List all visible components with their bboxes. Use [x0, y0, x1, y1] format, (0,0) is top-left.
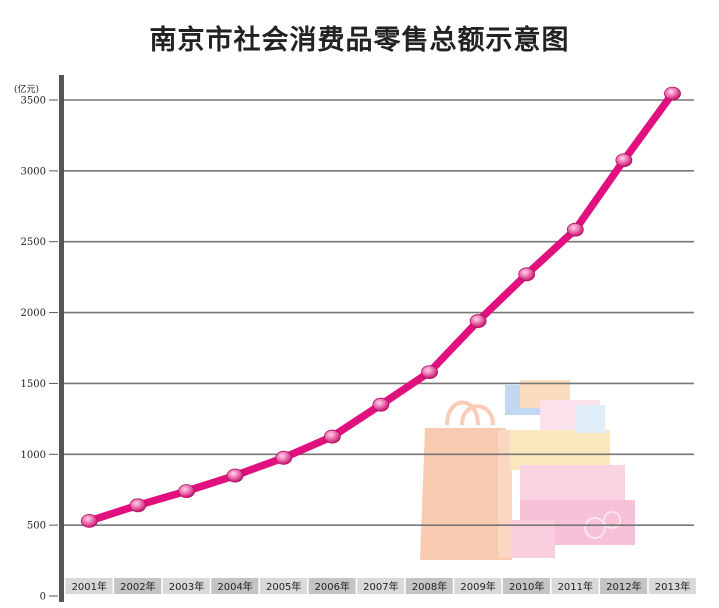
x-label-cell	[648, 578, 696, 594]
x-label-cell	[357, 578, 405, 594]
data-point-marker	[518, 267, 536, 282]
x-label-cell	[502, 578, 550, 594]
y-axis-line	[59, 75, 64, 602]
y-tick-label: 500	[27, 521, 46, 532]
y-tick-label: 2500	[21, 237, 46, 248]
data-markers	[80, 86, 681, 528]
y-tick-label: 2000	[21, 308, 46, 319]
data-point-marker	[469, 314, 487, 328]
y-tick-label: 3000	[21, 166, 46, 177]
y-tick-label: 1500	[21, 379, 46, 390]
data-point-marker	[275, 450, 293, 465]
gridlines	[64, 99, 694, 526]
x-label-cell	[405, 578, 453, 594]
x-tick-label: 2005年	[266, 580, 301, 593]
data-point-marker	[226, 468, 244, 483]
x-label-cell	[162, 578, 210, 594]
x-tick-label: 2013年	[655, 580, 690, 593]
x-tick-label: 2002年	[120, 580, 155, 593]
data-point-marker	[664, 86, 681, 101]
x-label-cell	[551, 578, 599, 594]
data-point-marker	[421, 365, 438, 379]
x-tick-label: 2008年	[412, 580, 447, 593]
x-label-cell	[65, 578, 113, 594]
data-point-marker	[323, 429, 341, 444]
x-label-cell	[114, 578, 162, 594]
y-tick-label: 3500	[21, 96, 46, 107]
data-point-marker	[129, 498, 147, 513]
x-tick-label: 2012年	[606, 580, 641, 593]
x-tick-label: 2010年	[509, 580, 544, 593]
x-tick-label: 2006年	[315, 580, 350, 593]
chart-title: 南京市社会消费品零售总额示意图	[149, 25, 570, 56]
x-label-cell	[454, 578, 502, 594]
data-point-marker	[80, 513, 98, 528]
x-tick-label: 2004年	[217, 580, 252, 593]
data-point-marker	[178, 484, 195, 499]
shopping-bag-icon	[420, 400, 512, 560]
x-label-cell	[259, 578, 307, 594]
x-axis-label-band: 2001年 2002年 2003年 2004年 2005年 2006年 2007年 2008年…	[65, 578, 696, 594]
y-axis-tick-labels: 0 500 1000 1500 2000 2500 3000 3500	[21, 96, 58, 603]
x-tick-label: 2003年	[169, 580, 204, 593]
gift-boxes-icon	[505, 380, 635, 558]
x-tick-label: 2011年	[558, 580, 593, 593]
x-tick-label: 2009年	[460, 580, 495, 593]
x-tick-label: 2007年	[363, 580, 398, 593]
data-point-marker	[566, 222, 584, 237]
shopping-bags-illustration	[420, 380, 635, 560]
data-point-marker	[372, 397, 390, 412]
y-tick-label: 0	[40, 592, 46, 603]
x-tick-label: 2001年	[72, 580, 107, 593]
y-axis-unit: (亿元)	[14, 83, 39, 95]
data-point-marker	[615, 153, 633, 168]
y-tick-label: 1000	[21, 450, 46, 461]
x-label-cell	[211, 578, 259, 594]
x-label-cell	[308, 578, 356, 594]
x-label-cell	[600, 578, 648, 594]
